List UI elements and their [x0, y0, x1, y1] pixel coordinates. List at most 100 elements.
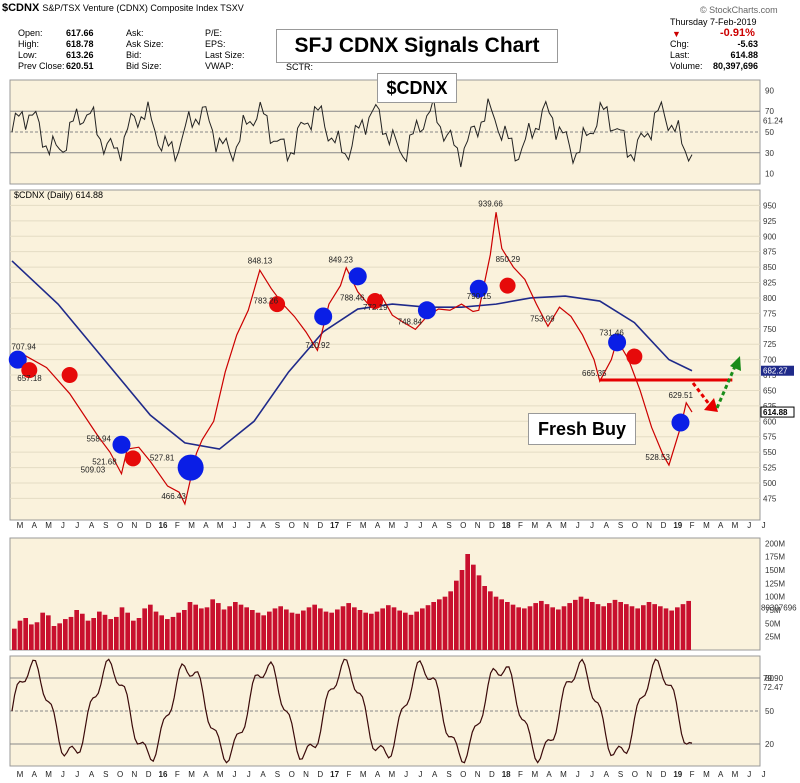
sell-signal-dot: [626, 348, 643, 365]
price-tick-label: 475: [763, 494, 777, 503]
price-tick-label: 525: [763, 464, 777, 473]
buy-signal-dot: [177, 454, 204, 481]
x-axis-label: O: [632, 521, 638, 530]
x-axis-label: M: [560, 770, 567, 779]
volume-value: 80,397,696: [712, 61, 758, 71]
down-triangle-icon: ▼: [672, 29, 681, 39]
volume-bar: [652, 604, 657, 650]
volume-bar: [68, 616, 74, 650]
volume-bar: [176, 612, 181, 650]
x-axis-label: M: [703, 521, 710, 530]
price-value-label: 850.29: [496, 255, 521, 264]
price-tick-label: 600: [763, 417, 777, 426]
volume-bar: [493, 596, 499, 650]
low-value: 613.26: [66, 50, 94, 60]
x-axis-label: O: [460, 770, 466, 779]
volume-bar: [255, 612, 261, 650]
x-axis-label: F: [346, 770, 351, 779]
volume-bar: [114, 616, 119, 650]
price-tick-label: 550: [763, 448, 777, 457]
volume-bar: [136, 618, 142, 650]
price-tick-label: 700: [763, 356, 777, 365]
x-axis-label: 16: [159, 770, 168, 779]
prev-close-label: Prev Close:: [18, 61, 65, 71]
price-value-label: 466.43: [161, 492, 186, 501]
price-value-label: 790.15: [467, 292, 492, 301]
volume-tick-label: 150M: [765, 566, 785, 575]
volume-bar: [318, 608, 323, 650]
x-axis-label: S: [275, 770, 280, 779]
volume-bar: [335, 609, 340, 650]
volume-bar: [204, 607, 210, 650]
stochastic-line: [11, 658, 693, 764]
volume-bar: [374, 611, 380, 650]
stochastic-tick-label: 20: [765, 740, 774, 749]
volume-bar: [91, 618, 96, 650]
x-axis-label: S: [618, 770, 623, 779]
chart-title-box: SFJ CDNX Signals Chart: [276, 29, 558, 63]
price-tick-label: 750: [763, 325, 777, 334]
open-value: 617.66: [66, 28, 94, 38]
x-axis-label: S: [446, 521, 451, 530]
ticker-box: $CDNX: [377, 73, 457, 103]
volume-bar: [544, 604, 550, 650]
price-tick-label: 800: [763, 294, 777, 303]
volume-bar: [533, 603, 538, 650]
price-tick-label: 950: [763, 201, 777, 210]
x-axis-label: O: [289, 521, 295, 530]
price-legend: $CDNX (Daily) 614.88: [14, 190, 103, 200]
price-value-label: 788.46: [340, 293, 365, 302]
x-axis-label: M: [45, 521, 52, 530]
ma-value-label: 682.27: [763, 367, 788, 376]
pe-label: P/E:: [205, 28, 223, 38]
volume-bar: [346, 603, 351, 650]
volume-bar: [527, 606, 533, 650]
volume-tick-label: 175M: [765, 553, 785, 562]
x-axis-label: D: [661, 521, 667, 530]
price-value-label: 748.84: [398, 317, 423, 326]
volume-bar: [686, 600, 691, 650]
x-axis-label: S: [103, 770, 108, 779]
price-tick-label: 900: [763, 232, 777, 241]
price-value-label: 772.19: [363, 303, 388, 312]
volume-bar: [284, 609, 289, 650]
buy-signal-dot: [469, 279, 488, 298]
volume-bar: [635, 608, 640, 650]
x-axis-label: N: [132, 770, 138, 779]
volume-bar: [431, 602, 436, 650]
volume-bar: [306, 607, 312, 650]
stochastic-signal-label: 72.47: [763, 683, 784, 692]
volume-bar: [624, 604, 629, 650]
volume-bar: [250, 610, 255, 650]
high-label: High:: [18, 39, 40, 49]
x-axis-label: F: [175, 521, 180, 530]
down-arrowhead: [704, 398, 718, 412]
x-axis-label: J: [418, 521, 422, 530]
volume-bar: [352, 607, 357, 650]
x-axis-label: A: [718, 770, 724, 779]
volume-bar: [199, 608, 204, 650]
volume-bar: [618, 602, 623, 650]
x-axis-label: N: [475, 770, 481, 779]
buy-signal-dot: [348, 267, 367, 286]
volume-bar: [573, 599, 578, 650]
volume-bar: [295, 613, 300, 650]
price-value-label: 939.66: [478, 200, 503, 209]
x-axis-label: A: [546, 521, 552, 530]
volume-bar: [40, 612, 45, 650]
volume-bar: [612, 599, 618, 650]
volume-bar: [23, 618, 28, 650]
x-axis-label: M: [531, 521, 538, 530]
eps-label: EPS:: [205, 39, 226, 49]
volume-label: Volume:: [670, 61, 703, 71]
stochastic-tick-label: 80: [765, 674, 774, 683]
x-axis-label: J: [75, 521, 79, 530]
price-value-label: 528.53: [645, 453, 670, 462]
volume-bar: [380, 608, 385, 650]
buy-signal-dot: [8, 350, 27, 369]
volume-bar: [680, 604, 686, 650]
price-value-label: 849.23: [328, 256, 353, 265]
volume-bar: [386, 605, 391, 650]
volume-bar: [182, 610, 187, 650]
